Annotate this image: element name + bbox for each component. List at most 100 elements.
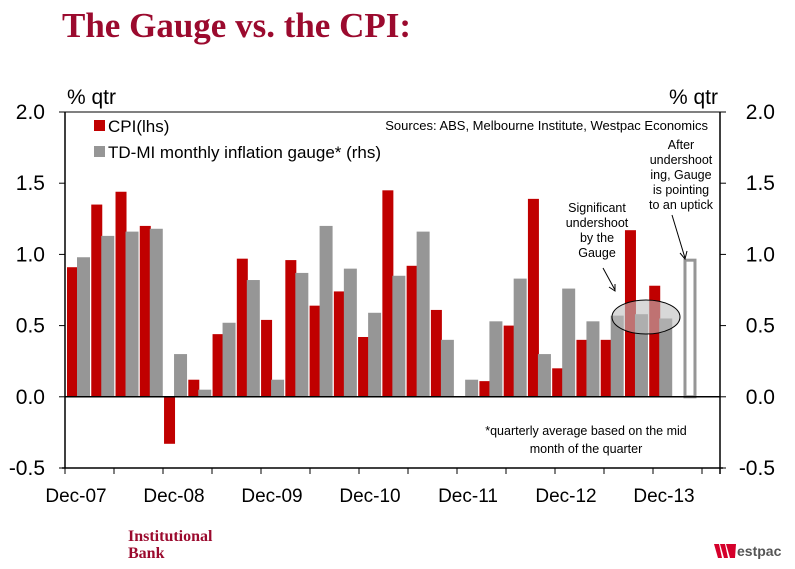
gauge-bar bbox=[392, 275, 406, 397]
left-y-tick-label: 0.0 bbox=[16, 386, 45, 409]
annotation-uptick-line: After bbox=[668, 138, 694, 152]
westpac-logo-text: estpac bbox=[737, 543, 782, 559]
cpi-bar bbox=[430, 309, 442, 397]
x-tick-label: Dec-10 bbox=[339, 486, 400, 507]
x-tick-label: Dec-12 bbox=[535, 486, 596, 507]
axes-group: 2.0 2.01.5 1.51.0 1.00.5 0.50.0 0.0-0.5 -0.5De… bbox=[9, 101, 775, 507]
right-axis-unit: % qtr bbox=[669, 86, 718, 109]
gauge-bar bbox=[222, 322, 236, 397]
annotation-undershoot-line: Significant bbox=[568, 201, 626, 215]
cpi-bar bbox=[552, 368, 564, 397]
cpi-bar bbox=[333, 291, 345, 397]
gauge-bar bbox=[295, 272, 309, 397]
cpi-bar bbox=[139, 225, 151, 397]
cpi-bar bbox=[503, 325, 515, 397]
institutional-bank-logo: Institutional Bank bbox=[128, 528, 212, 562]
undershoot-highlight-ellipse bbox=[611, 299, 681, 335]
gauge-bar bbox=[77, 257, 90, 397]
left-y-tick-label: 2.0 bbox=[16, 101, 45, 124]
gauge-bar bbox=[101, 235, 115, 397]
cpi-bar bbox=[261, 319, 273, 397]
annotation-undershoot-arrowhead bbox=[608, 284, 616, 292]
left-y-tick-label: 1.0 bbox=[16, 243, 45, 266]
annotation-uptick-line: undershoot bbox=[650, 153, 713, 167]
cpi-bar bbox=[115, 191, 127, 397]
cpi-bar bbox=[236, 258, 248, 397]
left-axis-unit: % qtr bbox=[67, 86, 116, 109]
annotation-undershoot-line: undershoot bbox=[566, 216, 629, 230]
annotation-undershoot-line: Gauge bbox=[578, 246, 616, 260]
annotation-uptick-arrowhead bbox=[679, 250, 688, 261]
right-y-tick-label: 1.0 bbox=[746, 243, 775, 266]
right-y-tick-label: 0.0 bbox=[746, 386, 775, 409]
cpi-bar bbox=[358, 336, 370, 397]
cpi-bar bbox=[576, 339, 588, 397]
cpi-bar bbox=[406, 265, 418, 397]
gauge-bar bbox=[271, 379, 285, 397]
cpi-bar bbox=[285, 260, 297, 397]
westpac-logo: estpac bbox=[714, 543, 781, 559]
cpi-bar bbox=[67, 267, 78, 397]
x-tick-label: Dec-09 bbox=[241, 486, 302, 507]
gauge-bar bbox=[440, 339, 454, 397]
bars-group bbox=[67, 190, 697, 444]
cpi-bar bbox=[479, 381, 491, 397]
gauge-bar bbox=[489, 321, 503, 397]
annotation-undershoot-line: by the bbox=[580, 231, 614, 245]
cpi-bar bbox=[649, 285, 661, 397]
cpi-bar bbox=[164, 396, 176, 444]
cpi-bar bbox=[188, 379, 200, 397]
cpi-bar bbox=[527, 198, 539, 397]
legend-label-cpi: CPI(lhs) bbox=[108, 117, 169, 136]
gauge-bar bbox=[465, 379, 479, 397]
footnote-line-1: *quarterly average based on the mid bbox=[485, 424, 687, 438]
legend-label-gauge: TD-MI monthly inflation gauge* (rhs) bbox=[108, 143, 381, 162]
source-note: Sources: ABS, Melbourne Institute, Westp… bbox=[385, 118, 708, 133]
gauge-bar bbox=[562, 288, 576, 397]
annotation-uptick-line: to an uptick bbox=[649, 198, 714, 212]
left-y-tick-label: 1.5 bbox=[16, 172, 45, 195]
left-y-tick-label: -0.5 bbox=[9, 457, 45, 480]
right-y-tick-label: 0.5 bbox=[746, 315, 775, 338]
x-tick-label: Dec-07 bbox=[45, 486, 106, 507]
legend-swatch-cpi bbox=[94, 120, 105, 131]
gauge-bar bbox=[246, 280, 260, 397]
right-y-tick-label: 2.0 bbox=[746, 101, 775, 124]
cpi-bar bbox=[309, 305, 321, 397]
cpi-bar bbox=[212, 334, 224, 397]
cpi-bar bbox=[600, 339, 612, 397]
annotation-undershoot: Significant undershoot by the Gauge bbox=[566, 201, 629, 292]
gauge-bar bbox=[198, 389, 212, 397]
gauge-bar bbox=[537, 354, 551, 397]
gauge-bar bbox=[174, 354, 188, 397]
westpac-w-logo-icon bbox=[714, 544, 736, 558]
gauge-bar bbox=[659, 318, 673, 397]
gauge-bar bbox=[368, 312, 382, 397]
highlight-ellipse-layer bbox=[611, 299, 681, 335]
brand-line-2: Bank bbox=[128, 545, 165, 562]
annotation-uptick: After undershoot ing, Gauge is pointing … bbox=[649, 138, 714, 261]
cpi-bar bbox=[91, 204, 103, 397]
right-y-tick-label: 1.5 bbox=[746, 172, 775, 195]
left-y-tick-label: 0.5 bbox=[16, 315, 45, 338]
legend-swatch-gauge bbox=[94, 146, 105, 157]
gauge-bar bbox=[634, 314, 648, 397]
footnote-line-2: month of the quarter bbox=[530, 442, 643, 456]
cpi-bar bbox=[382, 190, 394, 397]
chart-title: The Gauge vs. the CPI: bbox=[62, 6, 412, 45]
annotation-uptick-arrow bbox=[671, 214, 686, 259]
gauge-bar bbox=[125, 231, 139, 397]
gauge-bar bbox=[343, 268, 357, 397]
gauge-bar bbox=[416, 231, 430, 397]
gauge-forecast-bar bbox=[683, 258, 697, 399]
gauge-bar bbox=[586, 321, 600, 397]
annotation-undershoot-arrow bbox=[602, 267, 616, 291]
annotation-uptick-line: is pointing bbox=[653, 183, 709, 197]
gauge-bar bbox=[149, 228, 163, 397]
right-y-tick-label: -0.5 bbox=[739, 457, 775, 480]
x-tick-label: Dec-11 bbox=[438, 486, 498, 507]
x-tick-label: Dec-13 bbox=[633, 486, 694, 507]
gauge-bar bbox=[319, 225, 333, 397]
annotation-uptick-line: ing, Gauge bbox=[650, 168, 711, 182]
